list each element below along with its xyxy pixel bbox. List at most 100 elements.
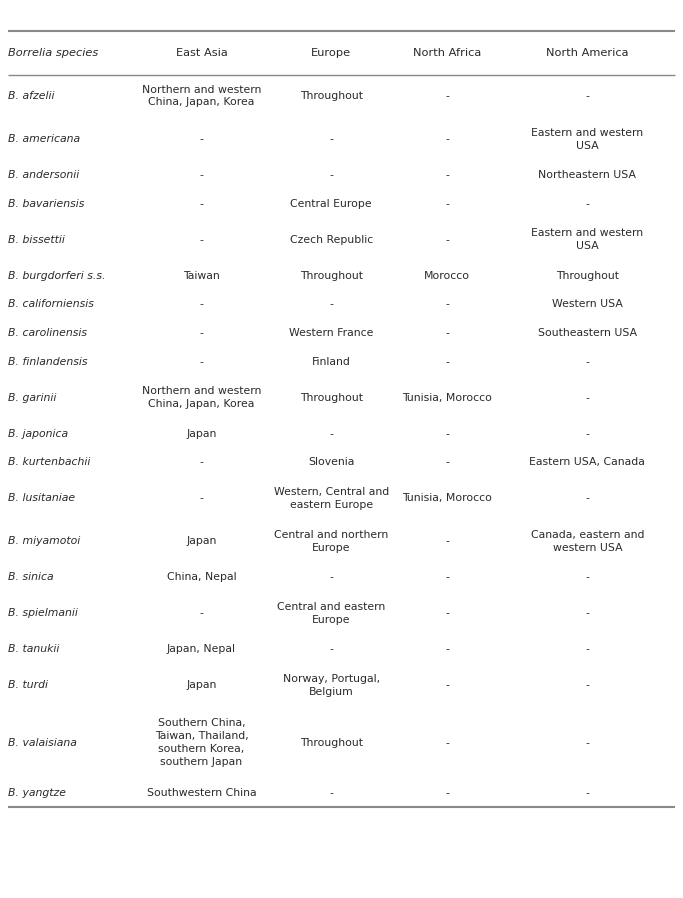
Text: -: -: [329, 572, 333, 583]
Text: Taiwan: Taiwan: [183, 270, 220, 281]
Text: Finland: Finland: [312, 357, 350, 367]
Text: B. californiensis: B. californiensis: [8, 299, 94, 310]
Text: -: -: [199, 299, 204, 310]
Text: Canada, eastern and
western USA: Canada, eastern and western USA: [531, 530, 644, 553]
Text: Eastern USA, Canada: Eastern USA, Canada: [529, 457, 645, 468]
Text: -: -: [585, 392, 589, 403]
Text: B. spielmanii: B. spielmanii: [8, 608, 78, 619]
Text: -: -: [445, 91, 449, 101]
Text: Throughout: Throughout: [300, 737, 363, 748]
Text: -: -: [445, 170, 449, 180]
Text: B. japonica: B. japonica: [8, 428, 68, 439]
Text: Central Europe: Central Europe: [290, 198, 372, 209]
Text: B. bavariensis: B. bavariensis: [8, 198, 85, 209]
Text: -: -: [445, 608, 449, 619]
Text: Northern and western
China, Japan, Korea: Northern and western China, Japan, Korea: [142, 84, 261, 108]
Text: -: -: [585, 428, 589, 439]
Text: -: -: [445, 737, 449, 748]
Text: Central and northern
Europe: Central and northern Europe: [274, 530, 389, 553]
Text: Northern and western
China, Japan, Korea: Northern and western China, Japan, Korea: [142, 386, 261, 409]
Text: B. afzelii: B. afzelii: [8, 91, 55, 101]
Text: -: -: [329, 788, 333, 798]
Text: Slovenia: Slovenia: [308, 457, 354, 468]
Text: Japan: Japan: [186, 536, 217, 547]
Text: -: -: [445, 198, 449, 209]
Text: -: -: [445, 134, 449, 145]
Text: Japan: Japan: [186, 680, 217, 691]
Text: Throughout: Throughout: [300, 91, 363, 101]
Text: -: -: [199, 608, 204, 619]
Text: Japan: Japan: [186, 428, 217, 439]
Text: Japan, Nepal: Japan, Nepal: [167, 644, 236, 655]
Text: Tunisia, Morocco: Tunisia, Morocco: [402, 493, 492, 504]
Text: B. turdi: B. turdi: [8, 680, 48, 691]
Text: -: -: [329, 299, 333, 310]
Text: -: -: [445, 457, 449, 468]
Text: -: -: [445, 680, 449, 691]
Text: Europe: Europe: [311, 48, 351, 58]
Text: B. valaisiana: B. valaisiana: [8, 737, 77, 748]
Text: -: -: [199, 457, 204, 468]
Text: -: -: [585, 644, 589, 655]
Text: -: -: [445, 328, 449, 339]
Text: -: -: [329, 644, 333, 655]
Text: -: -: [445, 572, 449, 583]
Text: Throughout: Throughout: [556, 270, 619, 281]
Text: Western USA: Western USA: [552, 299, 623, 310]
Text: Southwestern China: Southwestern China: [147, 788, 256, 798]
Text: Morocco: Morocco: [424, 270, 471, 281]
Text: Western, Central and
eastern Europe: Western, Central and eastern Europe: [274, 487, 389, 510]
Text: -: -: [585, 493, 589, 504]
Text: Northeastern USA: Northeastern USA: [538, 170, 637, 180]
Text: B. burgdorferi s.s.: B. burgdorferi s.s.: [8, 270, 106, 281]
Text: Czech Republic: Czech Republic: [290, 234, 373, 245]
Text: -: -: [329, 170, 333, 180]
Text: -: -: [199, 493, 204, 504]
Text: -: -: [445, 357, 449, 367]
Text: -: -: [199, 170, 204, 180]
Text: North Africa: North Africa: [413, 48, 482, 58]
Text: Western France: Western France: [289, 328, 374, 339]
Text: -: -: [445, 428, 449, 439]
Text: B. kurtenbachii: B. kurtenbachii: [8, 457, 91, 468]
Text: B. miyamotoi: B. miyamotoi: [8, 536, 81, 547]
Text: B. finlandensis: B. finlandensis: [8, 357, 87, 367]
Text: -: -: [445, 644, 449, 655]
Text: China, Nepal: China, Nepal: [167, 572, 236, 583]
Text: -: -: [585, 357, 589, 367]
Text: -: -: [585, 198, 589, 209]
Text: -: -: [445, 788, 449, 798]
Text: Southeastern USA: Southeastern USA: [538, 328, 637, 339]
Text: -: -: [585, 737, 589, 748]
Text: Southern China,
Taiwan, Thailand,
southern Korea,
southern Japan: Southern China, Taiwan, Thailand, southe…: [154, 718, 249, 767]
Text: -: -: [199, 328, 204, 339]
Text: East Asia: East Asia: [176, 48, 227, 58]
Text: Central and eastern
Europe: Central and eastern Europe: [277, 602, 385, 625]
Text: B. yangtze: B. yangtze: [8, 788, 66, 798]
Text: North America: North America: [546, 48, 628, 58]
Text: -: -: [329, 134, 333, 145]
Text: B. americana: B. americana: [8, 134, 81, 145]
Text: B. carolinensis: B. carolinensis: [8, 328, 87, 339]
Text: -: -: [585, 788, 589, 798]
Text: -: -: [329, 428, 333, 439]
Text: -: -: [585, 680, 589, 691]
Text: -: -: [585, 608, 589, 619]
Text: Norway, Portugal,
Belgium: Norway, Portugal, Belgium: [283, 674, 380, 697]
Text: B. andersonii: B. andersonii: [8, 170, 79, 180]
Text: -: -: [445, 536, 449, 547]
Text: Eastern and western
USA: Eastern and western USA: [531, 228, 643, 251]
Text: -: -: [199, 134, 204, 145]
Text: -: -: [585, 91, 589, 101]
Text: -: -: [199, 234, 204, 245]
Text: B. sinica: B. sinica: [8, 572, 54, 583]
Text: Throughout: Throughout: [300, 392, 363, 403]
Text: Eastern and western
USA: Eastern and western USA: [531, 128, 643, 151]
Text: -: -: [585, 572, 589, 583]
Text: Throughout: Throughout: [300, 270, 363, 281]
Text: Tunisia, Morocco: Tunisia, Morocco: [402, 392, 492, 403]
Text: B. tanukii: B. tanukii: [8, 644, 59, 655]
Text: Borrelia species: Borrelia species: [8, 48, 98, 58]
Text: B. garinii: B. garinii: [8, 392, 57, 403]
Text: -: -: [199, 357, 204, 367]
